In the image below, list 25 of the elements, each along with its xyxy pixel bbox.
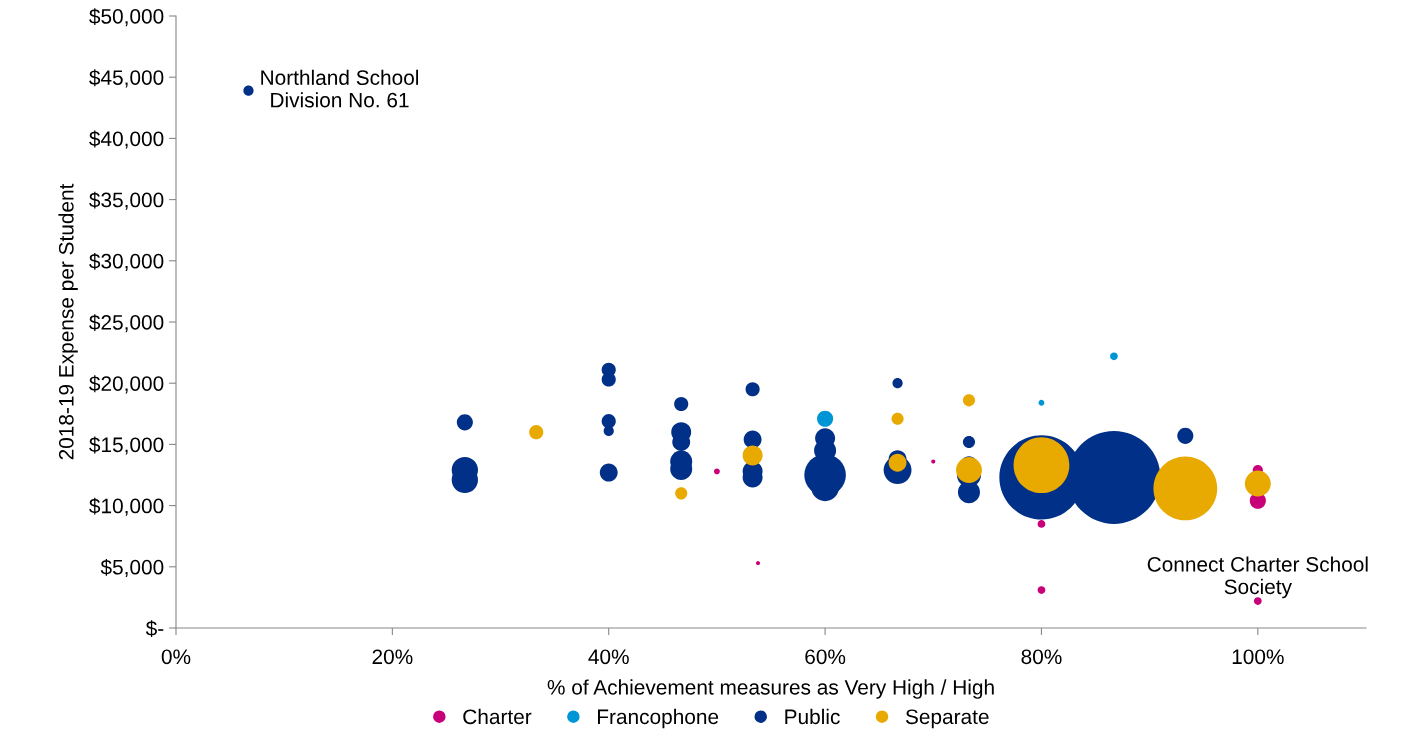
y-tick-label: $20,000 bbox=[89, 375, 164, 394]
x-tick-label: 100% bbox=[1232, 649, 1284, 665]
x-tick-label: 0% bbox=[161, 649, 191, 665]
x-tick-label: 20% bbox=[372, 649, 413, 665]
y-tick-label: $40,000 bbox=[89, 130, 164, 149]
annotation: Northland School Division No. 61 bbox=[261, 69, 419, 108]
annotation: Connect Charter School Society bbox=[1147, 556, 1368, 599]
y-axis-title: 2018-19 Expense per Student bbox=[58, 183, 78, 460]
y-tick-label: $25,000 bbox=[89, 314, 164, 333]
x-axis-title: % of Achievement measures as Very High / High bbox=[547, 679, 994, 699]
y-tick-label: $45,000 bbox=[89, 69, 164, 88]
y-tick-label: $10,000 bbox=[89, 497, 164, 516]
legend-label: Charter bbox=[463, 708, 532, 725]
y-tick-label: $35,000 bbox=[89, 191, 164, 210]
x-tick-label: 80% bbox=[1021, 649, 1062, 665]
legend-label: Francophone bbox=[598, 708, 719, 729]
y-tick-label: $15,000 bbox=[89, 436, 164, 455]
y-tick-label: $- bbox=[145, 620, 164, 637]
y-tick-label: $30,000 bbox=[89, 252, 164, 272]
legend-label: Separate bbox=[905, 709, 989, 729]
y-tick-label: $50,000 bbox=[89, 8, 164, 27]
x-tick-label: 40% bbox=[588, 649, 629, 665]
y-tick-label: $5,000 bbox=[100, 558, 164, 578]
legend-label: Public bbox=[785, 708, 840, 725]
x-tick-label: 60% bbox=[805, 649, 846, 665]
